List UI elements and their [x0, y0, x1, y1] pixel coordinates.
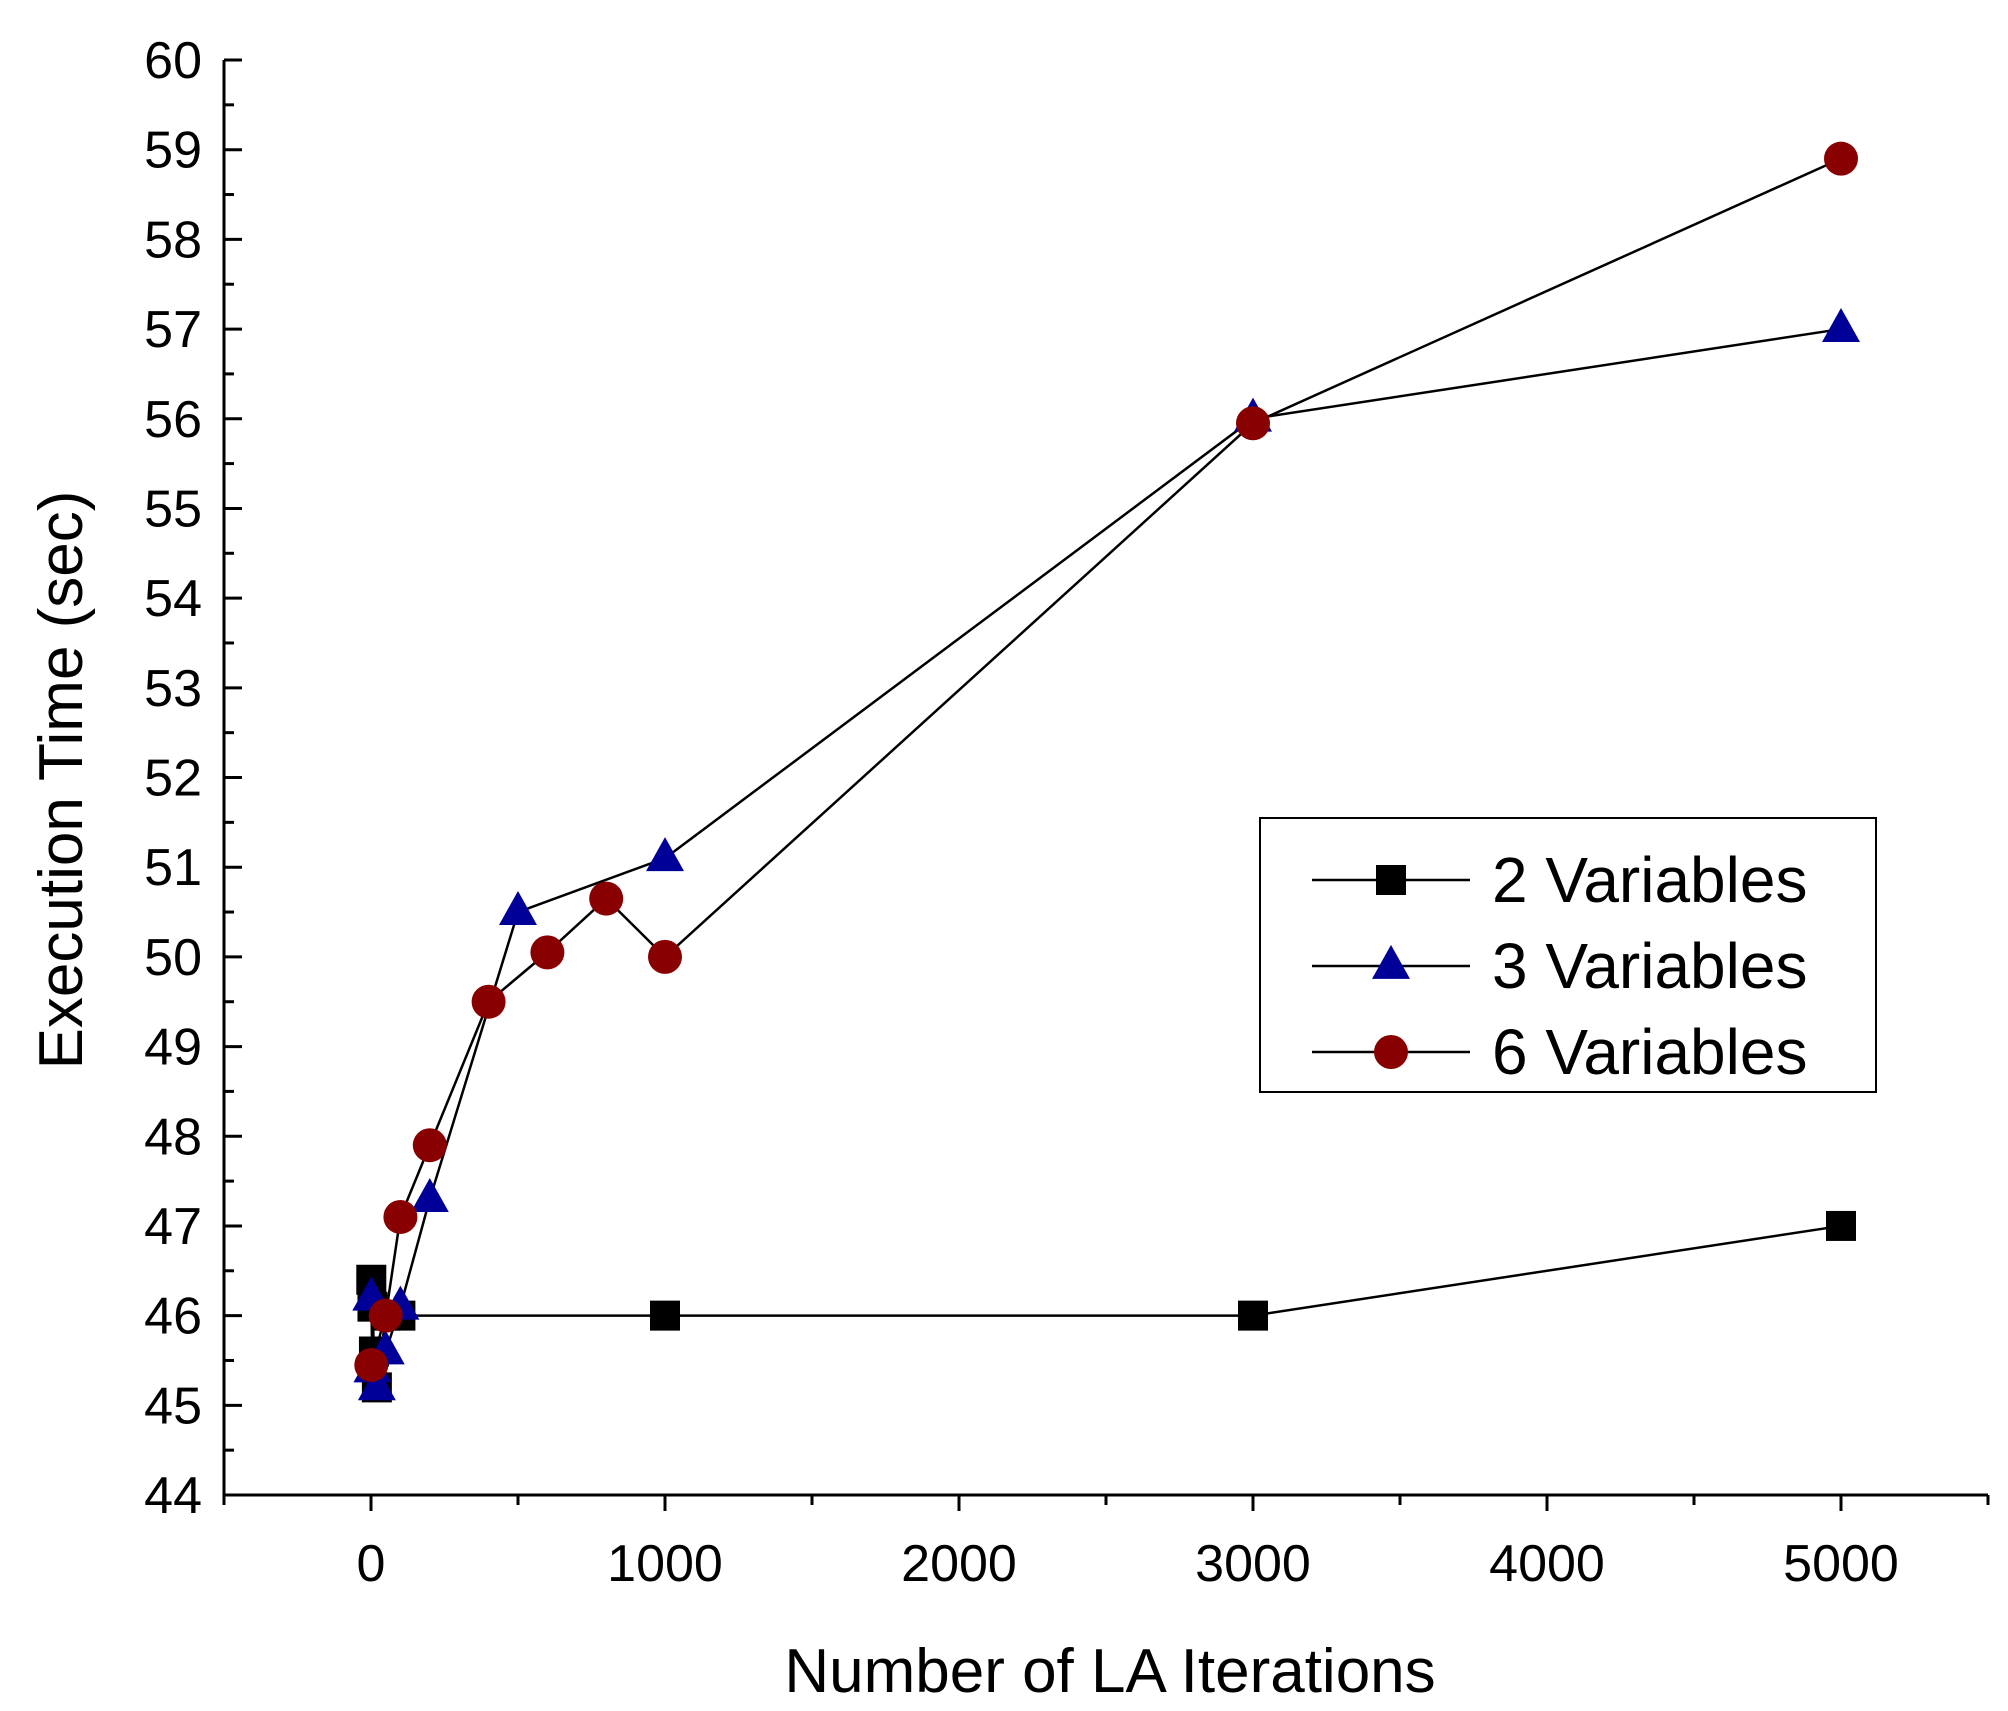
x-tick-label: 2000	[901, 1535, 1017, 1593]
series-line-6-variables	[370, 157, 1842, 1366]
y-tick-label: 45	[144, 1377, 202, 1435]
data-point-2-variables	[1826, 1210, 1856, 1241]
data-point-3-variables	[499, 890, 537, 925]
y-tick-label: 49	[144, 1019, 202, 1077]
data-point-6-variables	[368, 1298, 403, 1333]
y-tick-label: 58	[144, 211, 202, 269]
x-tick-label: 1000	[607, 1535, 723, 1593]
data-point-6-variables	[354, 1347, 389, 1382]
x-tick-label: 5000	[1783, 1535, 1899, 1593]
legend-marker-3-variables	[1372, 944, 1410, 979]
legend-label-3-variables: 3 Variables	[1492, 930, 1807, 1002]
y-tick-label: 44	[144, 1467, 202, 1525]
data-point-6-variables	[1236, 406, 1270, 441]
data-point-6-variables	[530, 935, 565, 970]
data-point-6-variables	[412, 1128, 447, 1163]
data-point-3-variables	[646, 837, 684, 872]
y-tick-label: 52	[144, 750, 202, 808]
x-axis-title: Number of LA Iterations	[784, 1637, 1435, 1706]
y-tick-label: 47	[144, 1198, 202, 1256]
y-tick-label: 48	[144, 1108, 202, 1166]
legend-box	[1259, 817, 1877, 1093]
legend: 2 Variables 3 Variables 6 Variables	[1259, 817, 1877, 1093]
x-tick-label: 3000	[1195, 1535, 1311, 1593]
series-line-2-variables	[370, 1224, 1842, 1388]
y-tick-label: 53	[144, 660, 202, 718]
y-axis-title: Execution Time (sec)	[27, 491, 96, 1070]
y-tick-label: 51	[144, 839, 202, 897]
data-point-6-variables	[471, 984, 506, 1019]
series-markers	[352, 141, 1860, 1403]
data-point-2-variables	[1238, 1300, 1268, 1331]
y-tick-label: 55	[144, 480, 202, 538]
data-point-6-variables	[383, 1199, 418, 1234]
data-point-3-variables	[357, 1366, 396, 1401]
legend-marker-6-variables	[1374, 1035, 1408, 1069]
y-tick-label: 56	[144, 391, 202, 449]
data-point-2-variables	[650, 1300, 680, 1331]
y-tick-label: 50	[144, 929, 202, 987]
legend-label-6-variables: 6 Variables	[1492, 1016, 1807, 1088]
data-point-6-variables	[1824, 141, 1858, 176]
series-lines	[370, 157, 1842, 1388]
x-tick-label: 4000	[1489, 1535, 1605, 1593]
x-tick-label: 0	[357, 1535, 386, 1593]
y-tick-label: 59	[144, 122, 202, 180]
data-point-3-variables	[410, 1177, 449, 1212]
axes: 44 45 46 47 48 49 50 51 52 53 54 55 56 57 58 59 60 0 1000 2…	[144, 32, 1990, 1593]
y-tick-label: 46	[144, 1288, 202, 1346]
data-point-6-variables	[589, 881, 624, 916]
y-tick-label: 60	[144, 32, 202, 90]
legend-marker-2-variables	[1376, 865, 1406, 895]
data-point-3-variables	[1822, 307, 1860, 342]
y-tick-label: 57	[144, 301, 202, 359]
data-point-6-variables	[648, 939, 682, 974]
legend-label-2-variables: 2 Variables	[1492, 844, 1807, 916]
y-tick-label: 54	[144, 570, 202, 628]
